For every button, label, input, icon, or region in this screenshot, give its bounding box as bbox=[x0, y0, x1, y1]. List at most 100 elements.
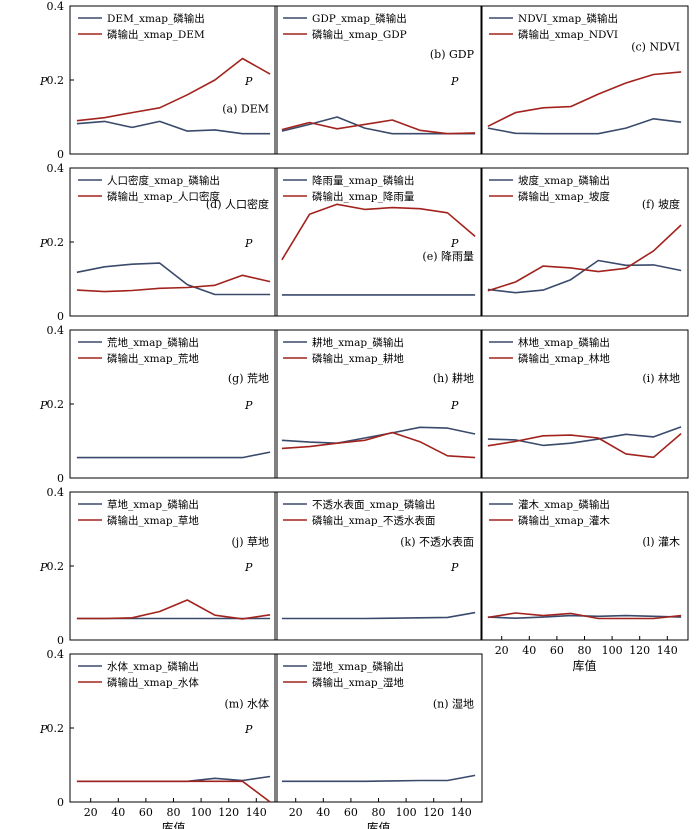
y-tick-label: 0.4 bbox=[47, 486, 65, 499]
legend-label: 磷输出_xmap_林地 bbox=[518, 352, 610, 365]
x-tick-label: 140 bbox=[657, 644, 678, 657]
y-axis-label: P bbox=[450, 237, 459, 250]
y-tick-label: 0 bbox=[57, 634, 64, 647]
x-tick-label: 60 bbox=[344, 806, 358, 819]
legend-label: 人口密度_xmap_磷输出 bbox=[107, 174, 220, 187]
series-line-1 bbox=[76, 120, 271, 135]
legend-label: 磷输出_xmap_GDP bbox=[312, 28, 407, 41]
series-line-1 bbox=[487, 259, 682, 294]
legend-label: 水体_xmap_磷输出 bbox=[107, 660, 199, 673]
legend-label: 坡度_xmap_磷输出 bbox=[518, 174, 610, 187]
y-tick-label: 0.4 bbox=[47, 324, 65, 337]
x-tick-label: 120 bbox=[629, 644, 650, 657]
y-tick-label: 0.2 bbox=[47, 560, 65, 573]
x-tick-label: 40 bbox=[522, 644, 536, 657]
y-tick-label: 0 bbox=[57, 148, 64, 161]
y-tick-label: 0.4 bbox=[47, 162, 65, 175]
series-line-2 bbox=[487, 71, 682, 128]
series-line-2 bbox=[487, 224, 682, 292]
legend-label: GDP_xmap_磷输出 bbox=[312, 12, 407, 25]
y-axis-label: P bbox=[450, 561, 459, 574]
panel-frame bbox=[274, 5, 483, 155]
x-tick-label: 80 bbox=[578, 644, 592, 657]
panel-annotation: (b) GDP bbox=[430, 48, 475, 61]
y-tick-label: 0.2 bbox=[47, 74, 65, 87]
series-line-1 bbox=[281, 774, 476, 783]
y-axis-label: P bbox=[450, 75, 459, 88]
legend-label: 降雨量_xmap_磷输出 bbox=[312, 174, 414, 187]
legend-label: 磷输出_xmap_坡度 bbox=[518, 190, 610, 203]
panel-frame bbox=[274, 329, 483, 479]
series-line-2 bbox=[76, 57, 271, 122]
legend-label: 草地_xmap_磷输出 bbox=[107, 498, 199, 511]
y-tick-label: 0 bbox=[57, 796, 64, 809]
series-line-2 bbox=[281, 119, 476, 135]
y-axis-label: P bbox=[39, 237, 48, 250]
panel-frame bbox=[274, 491, 483, 641]
panel-frame bbox=[480, 329, 689, 479]
panel-annotation: (i) 林地 bbox=[642, 371, 680, 385]
y-axis-label: P bbox=[39, 399, 48, 412]
legend-label: 磷输出_xmap_耕地 bbox=[312, 352, 404, 365]
legend-label: 磷输出_xmap_DEM bbox=[107, 28, 205, 41]
panel-annotation: (m) 水体 bbox=[224, 696, 269, 710]
legend-label: 湿地_xmap_磷输出 bbox=[312, 660, 404, 673]
panel-annotation: (c) NDVI bbox=[631, 40, 680, 53]
panel-frame bbox=[274, 167, 483, 317]
series-line-1 bbox=[281, 116, 476, 135]
series-line-1 bbox=[76, 262, 271, 296]
panel-14: P 20 40 60 80 100 120 140 库值 湿地_xmap_磷输出磷输出_xmap_… bbox=[244, 653, 483, 829]
y-tick-label: 0.2 bbox=[47, 236, 65, 249]
panel-annotation: (h) 耕地 bbox=[433, 371, 474, 385]
legend-label: 磷输出_xmap_不透水表面 bbox=[312, 514, 435, 527]
x-tick-label: 20 bbox=[84, 806, 98, 819]
x-tick-label: 40 bbox=[111, 806, 125, 819]
panel-annotation: (f) 坡度 bbox=[642, 197, 680, 211]
panel-frame bbox=[480, 167, 689, 317]
panel-12: P 20 40 60 80 100 120 140 库值 灌木_xmap_磷输出磷输出_xmap_… bbox=[450, 491, 689, 673]
x-tick-label: 100 bbox=[396, 806, 417, 819]
panel-annotation: (a) DEM bbox=[222, 103, 269, 116]
y-axis-label: P bbox=[39, 561, 48, 574]
x-tick-label: 100 bbox=[191, 806, 212, 819]
y-tick-label: 0.4 bbox=[47, 0, 65, 13]
x-axis-label: 库值 bbox=[366, 820, 390, 829]
y-axis-label: P bbox=[450, 399, 459, 412]
x-tick-label: 80 bbox=[372, 806, 386, 819]
x-tick-label: 140 bbox=[451, 806, 472, 819]
panel-annotation: (n) 湿地 bbox=[433, 697, 474, 710]
panel-annotation: (d) 人口密度 bbox=[206, 197, 269, 211]
y-axis-label: P bbox=[244, 723, 253, 736]
series-line-1 bbox=[281, 426, 476, 445]
panel-annotation: (l) 灌木 bbox=[642, 535, 680, 548]
y-axis-label: P bbox=[244, 75, 253, 88]
legend-label: 磷输出_xmap_降雨量 bbox=[312, 190, 415, 203]
legend-label: 灌木_xmap_磷输出 bbox=[518, 498, 610, 511]
series-line-2 bbox=[281, 203, 476, 261]
x-tick-label: 20 bbox=[495, 644, 509, 657]
x-tick-label: 40 bbox=[316, 806, 330, 819]
y-tick-label: 0.2 bbox=[47, 398, 65, 411]
series-line-1 bbox=[281, 611, 476, 620]
x-tick-label: 60 bbox=[139, 806, 153, 819]
y-axis-label: P bbox=[244, 237, 253, 250]
x-tick-label: 60 bbox=[550, 644, 564, 657]
y-axis-label: P bbox=[244, 399, 253, 412]
legend-label: 磷输出_xmap_水体 bbox=[107, 676, 199, 689]
x-tick-label: 100 bbox=[602, 644, 623, 657]
x-tick-label: 120 bbox=[218, 806, 239, 819]
x-tick-label: 80 bbox=[167, 806, 181, 819]
x-tick-label: 120 bbox=[423, 806, 444, 819]
panel-13: 0 0.2 0.4 P 20 40 60 80 100 120 140 库值 水体_xmap_磷输出磷输… bbox=[39, 648, 278, 829]
panel-annotation: (g) 荒地 bbox=[228, 372, 269, 385]
legend-label: NDVI_xmap_磷输出 bbox=[518, 12, 618, 25]
x-tick-label: 140 bbox=[246, 806, 267, 819]
